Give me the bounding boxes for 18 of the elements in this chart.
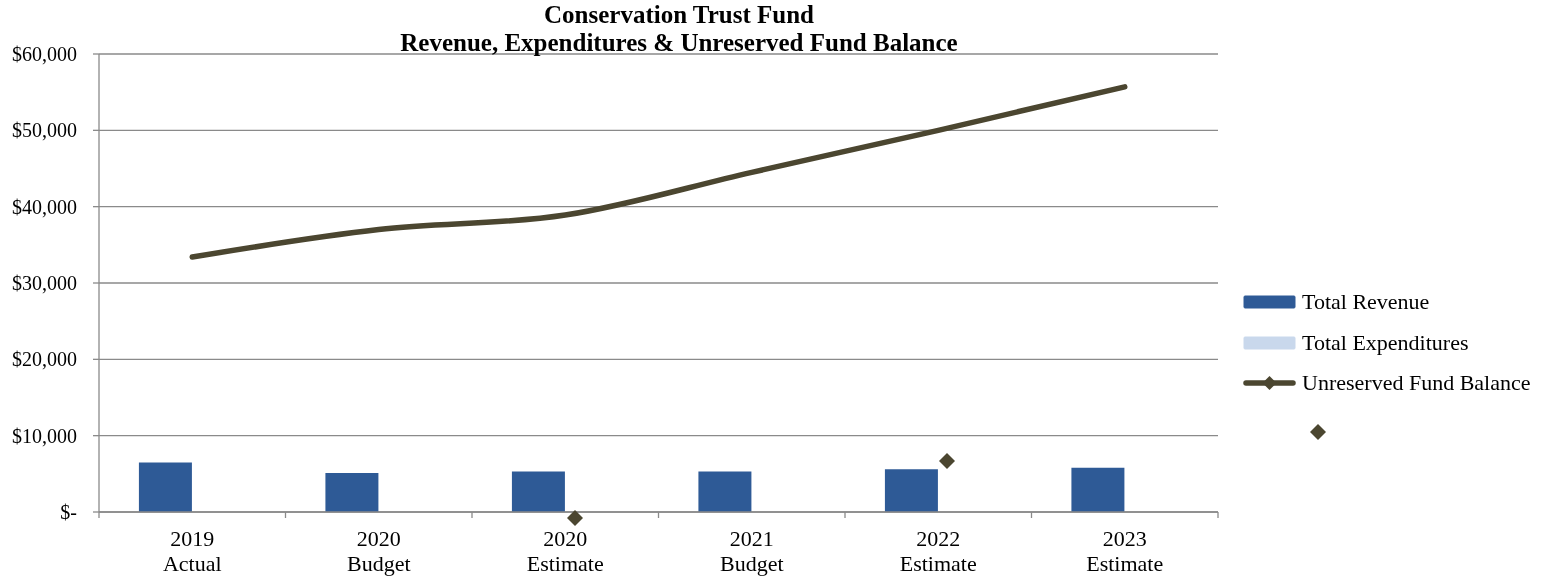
x-tick-label: 2021 Budget	[719, 526, 784, 576]
y-tick-label: $10,000	[12, 424, 77, 447]
x-tick-label: 2022 Estimate	[899, 526, 977, 576]
x-tick-label: 2023 Estimate	[1086, 526, 1164, 576]
y-tick-label: $30,000	[12, 272, 77, 294]
legend-label: Total Expenditures	[1302, 329, 1469, 356]
x-tick-label: 2020 Budget	[346, 526, 411, 576]
y-tick-label: $60,000	[12, 43, 77, 65]
y-tick-label: $20,000	[12, 348, 77, 371]
chart-title: Conservation Trust Fund	[543, 1, 815, 29]
x-tick-label: 2019 Actual	[162, 526, 222, 576]
y-tick-label: $50,000	[12, 119, 77, 142]
x-tick-label: 2020 Estimate	[526, 526, 604, 576]
legend-label: Total Revenue	[1302, 289, 1430, 316]
y-tick-label: $40,000	[12, 195, 77, 218]
legend-label: Unreserved Fund Balance	[1302, 370, 1531, 397]
chart-subtitle: Revenue, Expenditures & Unreserved Fund Balance	[399, 29, 959, 57]
y-tick-label: $-	[60, 501, 77, 523]
